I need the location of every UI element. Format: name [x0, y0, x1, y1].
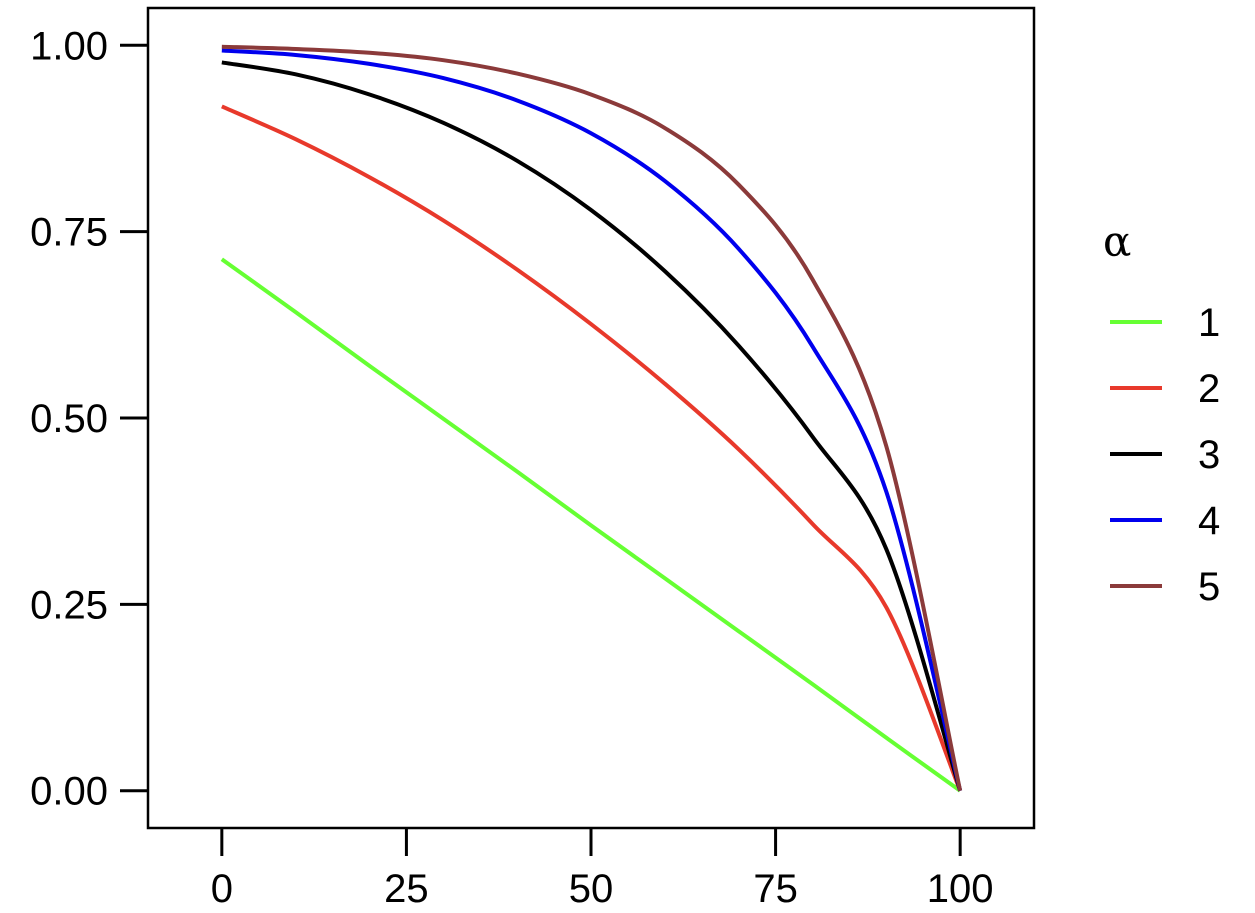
plot-panel [146, 6, 1036, 830]
series-line-2 [221, 104, 963, 792]
x-tick-label: 50 [569, 867, 614, 911]
legend: α 1 2 3 4 5 [1103, 217, 1220, 609]
y-axis: 0.00 0.25 0.50 0.75 1.00 [30, 24, 148, 814]
y-tick-label: 0.50 [30, 397, 108, 441]
y-tick-label: 0.75 [30, 211, 108, 255]
y-tick-label: 1.00 [30, 24, 108, 68]
legend-label: 1 [1198, 301, 1220, 345]
y-tick-label: 0.25 [30, 583, 108, 627]
series-line-4 [221, 48, 963, 792]
legend-label: 5 [1198, 565, 1220, 609]
series-line-5 [221, 44, 963, 792]
legend-label: 2 [1198, 367, 1220, 411]
x-tick-label: 0 [211, 867, 233, 911]
legend-label: 4 [1198, 499, 1220, 543]
legend-title: α [1103, 217, 1131, 266]
series-line-1 [220, 257, 962, 793]
x-axis: 0 25 50 75 100 [211, 828, 994, 911]
series-line-3 [221, 60, 963, 792]
y-tick-label: 0.00 [30, 770, 108, 814]
legend-label: 3 [1198, 433, 1220, 477]
x-tick-label: 100 [927, 867, 994, 911]
series-layer [220, 44, 963, 793]
legend-items: 1 2 3 4 5 [1110, 301, 1220, 609]
x-tick-label: 25 [384, 867, 429, 911]
x-tick-label: 75 [753, 867, 798, 911]
